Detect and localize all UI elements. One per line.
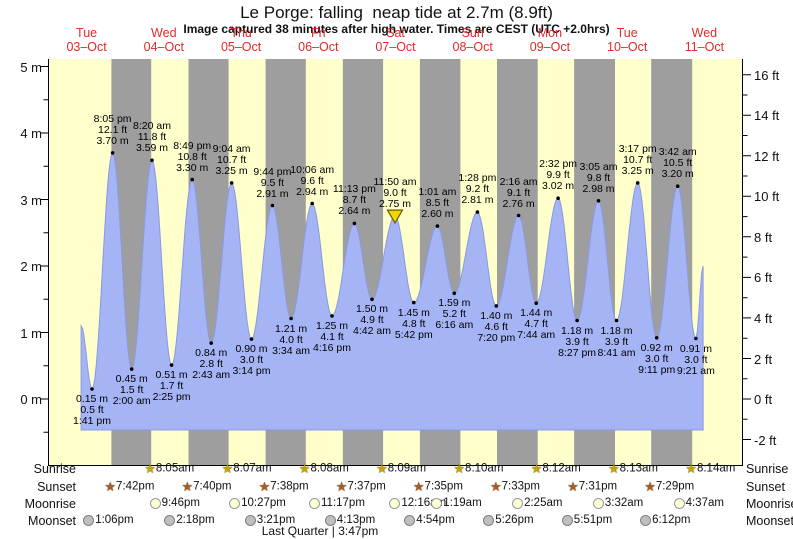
tide-extremum-dot [614, 318, 619, 323]
tide-extremum-dot [150, 158, 154, 163]
tide-extremum-dot [289, 316, 293, 321]
axes-and-ticks [40, 59, 751, 466]
tide-extremum-dot [596, 199, 601, 203]
tide-extremum-dot [475, 210, 480, 214]
tide-extremum-dot [352, 221, 357, 226]
tide-extremum-dot [169, 363, 174, 367]
tide-extremum-dot [412, 300, 416, 305]
tide-extremum-dot [694, 336, 698, 341]
tide-extremum-dot [452, 291, 457, 296]
tide-extremum-dot [435, 224, 440, 228]
tide-extremum-dot [310, 201, 315, 206]
tide-extremum-dot [556, 196, 560, 200]
tide-extremum-dot [675, 184, 680, 188]
tide-extremum-dot [635, 181, 640, 185]
tide-extremum-dot [270, 203, 275, 208]
tide-extremum-dot [370, 297, 374, 302]
tide-extremum-dot [229, 181, 234, 185]
tide-extremum-dot [209, 341, 213, 345]
tide-extremum-dot [249, 337, 254, 341]
tide-extremum-dot [534, 301, 538, 306]
tide-extremum-dot [110, 151, 115, 155]
tide-extremum-dot [516, 213, 521, 218]
tide-extremum-dot [90, 387, 94, 391]
tide-extremum-dot [190, 177, 194, 182]
tide-extremum-dot [654, 336, 659, 340]
tide-extremum-dot [129, 367, 134, 371]
tide-extremum-dot [330, 314, 334, 318]
tide-extremum-dot [494, 304, 499, 308]
tide-extremum-dot [575, 318, 579, 323]
current-time-arrow-icon [386, 209, 404, 225]
